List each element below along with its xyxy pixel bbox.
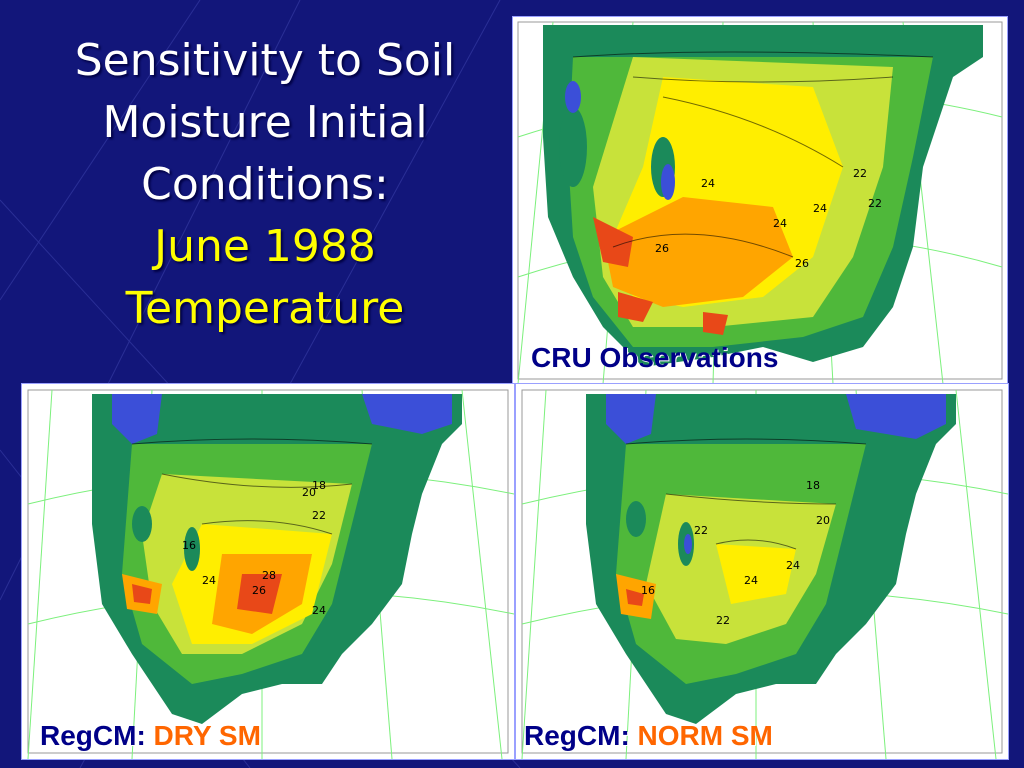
slide-title: Sensitivity to Soil Moisture Initial Con… <box>20 30 510 340</box>
contour-label: 18 <box>312 479 326 492</box>
contour-label: 24 <box>813 202 827 215</box>
contour-label: 22 <box>312 509 326 522</box>
contour-label: 24 <box>773 217 787 230</box>
title-line-1: Sensitivity to Soil <box>74 35 456 86</box>
regcm-norm-sm-caption: RegCM: NORM SM <box>524 720 773 752</box>
cru-observations-map-panel: 24 24 26 22 22 26 24 CRU Observations <box>513 17 1007 384</box>
regcm-dry-sm-map-panel: 18 20 22 16 24 26 28 24 RegCM: DRY SM <box>22 384 514 759</box>
cru-temperature-map: 24 24 26 22 22 26 24 <box>517 21 1003 384</box>
caption-highlight: NORM SM <box>637 720 773 751</box>
cru-observations-caption: CRU Observations <box>531 342 778 374</box>
contour-label: 26 <box>655 242 669 255</box>
title-line-4: June 1988 <box>154 221 376 272</box>
title-line-2: Moisture Initial <box>102 97 428 148</box>
regcm-dry-sm-caption: RegCM: DRY SM <box>40 720 261 752</box>
regcm-dry-sm-temperature-map: 18 20 22 16 24 26 28 24 <box>27 389 514 759</box>
contour-label: 24 <box>312 604 326 617</box>
contour-label: 22 <box>694 524 708 537</box>
contour-label: 24 <box>202 574 216 587</box>
regcm-norm-sm-temperature-map: 18 22 24 16 22 24 20 <box>521 389 1008 759</box>
caption-prefix: RegCM: <box>40 720 146 751</box>
contour-label: 28 <box>262 569 276 582</box>
contour-label: 26 <box>795 257 809 270</box>
contour-label: 26 <box>252 584 266 597</box>
caption-text: CRU Observations <box>531 342 779 373</box>
caption-highlight: DRY SM <box>153 720 261 751</box>
contour-label: 20 <box>302 486 316 499</box>
contour-label: 22 <box>716 614 730 627</box>
title-line-5: Temperature <box>125 283 405 334</box>
contour-label: 18 <box>806 479 820 492</box>
contour-label: 24 <box>786 559 800 572</box>
contour-label: 16 <box>182 539 196 552</box>
regcm-norm-sm-map-panel: 18 22 24 16 22 24 20 RegCM: NORM SM <box>516 384 1008 759</box>
title-line-3: Conditions: <box>141 159 389 210</box>
contour-label: 22 <box>853 167 867 180</box>
caption-prefix: RegCM: <box>524 720 630 751</box>
contour-label: 22 <box>868 197 882 210</box>
contour-label: 20 <box>816 514 830 527</box>
contour-label: 16 <box>641 584 655 597</box>
contour-label: 24 <box>744 574 758 587</box>
contour-label: 24 <box>701 177 715 190</box>
